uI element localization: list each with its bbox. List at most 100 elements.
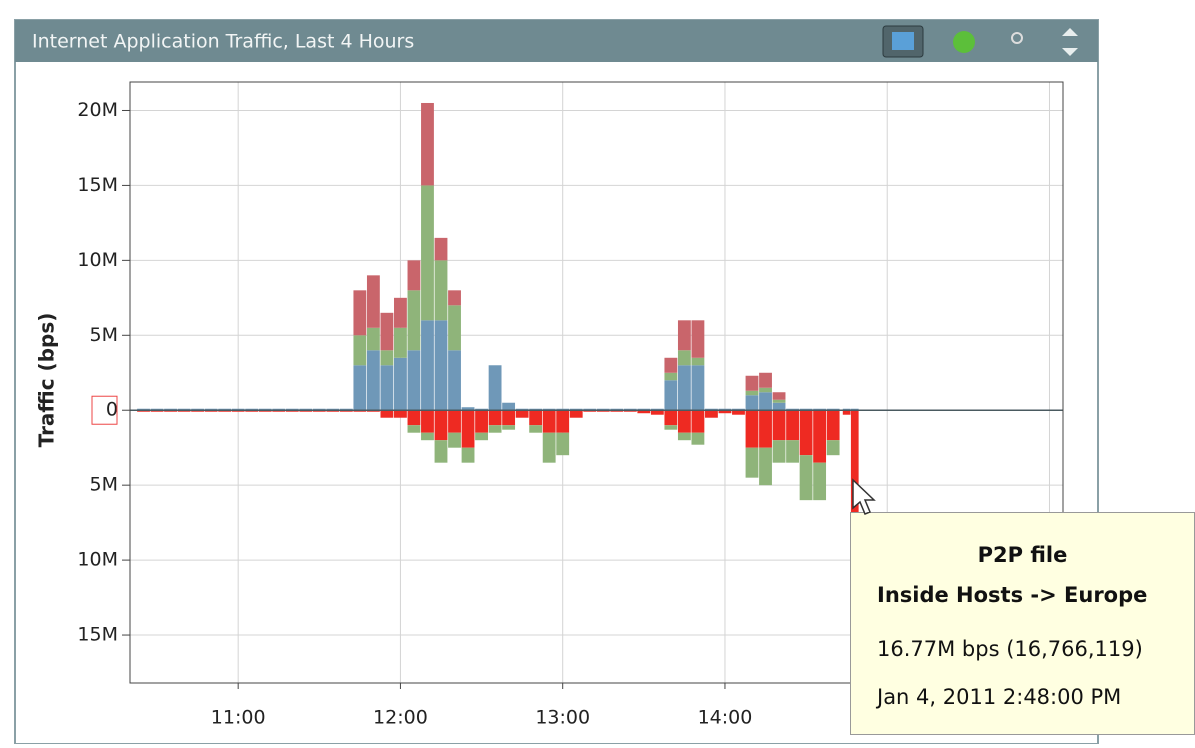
bar-segment (799, 455, 813, 501)
bar-segment (380, 410, 394, 418)
bar-segment (556, 432, 570, 456)
bar-segment (421, 185, 434, 321)
bar-segment (732, 410, 745, 415)
tooltip-subtitle: Inside Hosts -> Europe (877, 583, 1148, 607)
bar-segment (353, 365, 367, 411)
bar-segment (745, 375, 759, 391)
bar-segment (542, 410, 556, 433)
bar-segment (772, 392, 786, 400)
resize-button[interactable] (1062, 28, 1078, 56)
y-tick-label: 0 (106, 399, 118, 421)
bar-segment (421, 102, 434, 186)
plot-frame (129, 81, 1064, 684)
go-button[interactable] (953, 31, 975, 53)
bar-segment (434, 320, 448, 411)
x-tick-label: 14:00 (698, 707, 753, 729)
bar-segment (542, 432, 556, 463)
bar-segment (745, 410, 759, 448)
tooltip: P2P file Inside Hosts -> Europe 16.77M b… (850, 512, 1195, 735)
x-tick-label: 12:00 (373, 707, 428, 729)
bar-segment (677, 365, 691, 411)
bar-segment (813, 462, 827, 501)
search-button[interactable] (1011, 32, 1023, 44)
bar-segment (664, 410, 678, 426)
panel-title: Internet Application Traffic, Last 4 Hou… (32, 31, 414, 53)
bar-segment (691, 410, 705, 433)
bar-segment (421, 410, 434, 433)
bar-segment (434, 410, 448, 441)
bar-segment (745, 390, 759, 396)
bar-segment (691, 432, 705, 445)
bar-segment (461, 407, 475, 411)
bar-segment (475, 410, 488, 433)
bar-segment (786, 440, 799, 463)
bar-segment (488, 425, 502, 433)
bar-segment (353, 290, 367, 336)
bar-segment (664, 380, 678, 411)
y-tick-label: 5M (90, 324, 118, 346)
bar-segment (434, 237, 448, 261)
bar-segment (461, 447, 475, 463)
bar-segment (677, 350, 691, 366)
bar-segment (691, 365, 705, 411)
bar-segment (529, 410, 543, 426)
bar-segment (637, 410, 651, 414)
bar-segment (759, 410, 772, 448)
y-tick-label: 15M (77, 174, 118, 196)
bar-segment (488, 410, 502, 426)
bar-segment (772, 399, 786, 403)
bar-segment (745, 395, 759, 411)
bar-segment (691, 357, 705, 366)
bar-segment (786, 410, 799, 441)
bar-segment (407, 350, 421, 411)
bar-segment (448, 432, 461, 448)
y-tick-label: 20M (77, 99, 118, 121)
x-tick-label: 13:00 (535, 707, 590, 729)
bar-segment (799, 410, 813, 456)
bar-segment (826, 410, 840, 441)
bar-segment (380, 365, 394, 411)
bar-segment (529, 425, 543, 433)
bar-segment (826, 440, 840, 456)
bar-segment (488, 365, 502, 411)
toolbar (882, 25, 1078, 58)
bar-segment (448, 305, 461, 351)
bar-segment (407, 290, 421, 351)
bar-segment (677, 432, 691, 441)
bar-segment (407, 425, 421, 433)
bar-segment (394, 327, 407, 358)
bar-segment (842, 410, 851, 415)
bar-segment (677, 410, 691, 433)
cursor (852, 478, 876, 515)
bar-segment (434, 440, 448, 463)
bar-segment (475, 432, 488, 441)
bar-segment (448, 290, 461, 306)
bar-segment (353, 335, 367, 366)
zero-highlight (91, 395, 118, 425)
bar-segment (421, 432, 434, 441)
bar-segment (448, 350, 461, 411)
y-tick-label: 10M (77, 249, 118, 271)
bar-segment (759, 392, 772, 411)
y-tick-label: 15M (77, 624, 118, 646)
bar-segment (407, 410, 421, 426)
bar-segment (502, 410, 516, 426)
bar-segment (366, 327, 380, 351)
bar-segment (448, 410, 461, 433)
bar-segment (434, 260, 448, 321)
bar-segment (366, 275, 380, 328)
bar-segment (759, 372, 772, 388)
y-axis-label: Traffic (bps) (35, 313, 59, 448)
tooltip-title: P2P file (977, 543, 1068, 567)
bar-segment (380, 350, 394, 366)
bar-segment (772, 440, 786, 463)
bar-segment (650, 410, 664, 415)
bar-segment (664, 357, 678, 373)
bar-segment (366, 350, 380, 411)
bar-segment (759, 447, 772, 486)
bar-segment (677, 320, 691, 351)
tooltip-value: 16.77M bps (16,766,119) (877, 637, 1143, 661)
bar-segment (772, 410, 786, 441)
